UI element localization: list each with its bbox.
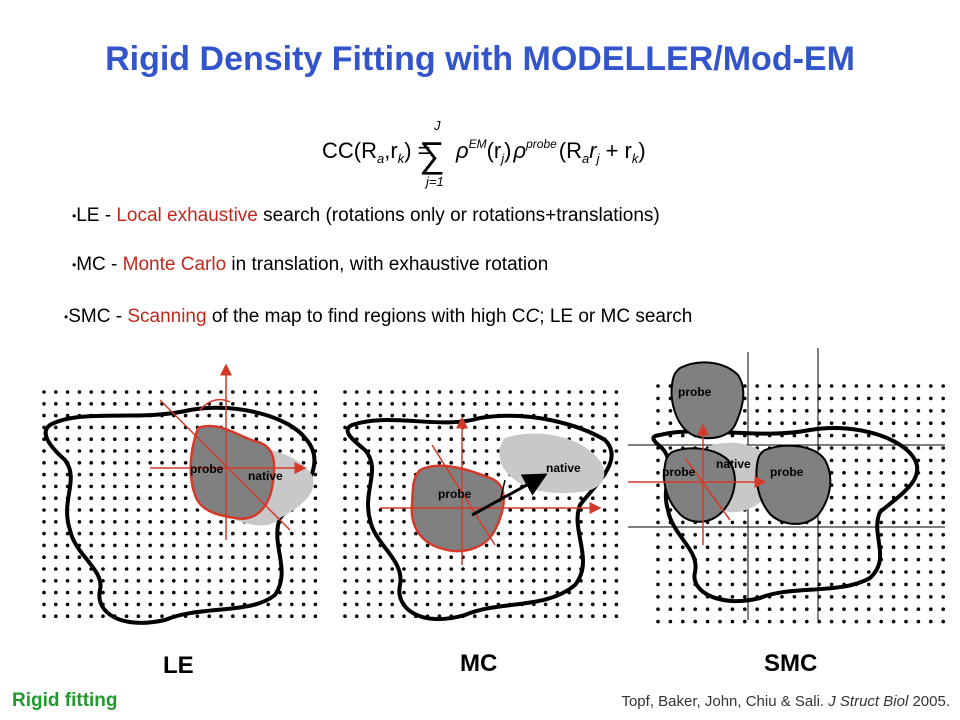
fitting-diagrams: probe native probe native [42,348,945,625]
eq-sum-top: J [433,118,441,133]
map-outline-mc [345,413,614,621]
probe-left-label-smc: probe [662,465,696,479]
svg-text:ρEM(rj)ρprobe(Rarj + rk): ρEM(rj)ρprobe(Rarj + rk) [455,137,646,166]
svg-text:CC(Ra,rk) =: CC(Ra,rk) = [322,138,430,166]
map-outline-smc [651,426,920,604]
native-label-le: native [248,469,283,483]
citation: Topf, Baker, John, Chiu & Sali. J Struct… [621,693,950,710]
sum-sign: ∑ [419,134,445,175]
footer-rigid-fitting: Rigid fitting [12,690,118,711]
bullet-smc: •SMC - Scanning of the map to find regio… [64,306,693,327]
probe-top-label-smc: probe [678,385,712,399]
probe-label-le: probe [190,462,224,476]
native-label-mc: native [546,461,581,475]
eq-sum-bottom: j=1 [424,174,444,189]
probe-label-mc: probe [438,487,472,501]
panel-smc: probe probe native probe [628,348,945,620]
native-label-smc: native [716,457,751,471]
panel-mc: probe native [345,413,614,621]
panel-label-mc: MC [460,650,498,677]
bullet-mc: •MC - Monte Carlo in translation, with e… [72,254,549,275]
bullet-le: •LE - Local exhaustive search (rotations… [72,205,660,226]
map-outline-le [43,405,317,625]
eq-lhs: CC(R [322,138,377,163]
probe-top-smc [670,361,745,440]
probe-right-label-smc: probe [770,465,804,479]
panel-label-le: LE [163,652,194,679]
panel-le: probe native [43,363,317,625]
cc-equation: CC(Ra,rk) = J ∑ j=1 ρEM(rj)ρprobe(Rarj +… [322,118,646,189]
probe-right-smc [755,444,832,525]
slide-title: Rigid Density Fitting with MODELLER/Mod-… [105,40,855,78]
panel-label-smc: SMC [764,650,818,677]
